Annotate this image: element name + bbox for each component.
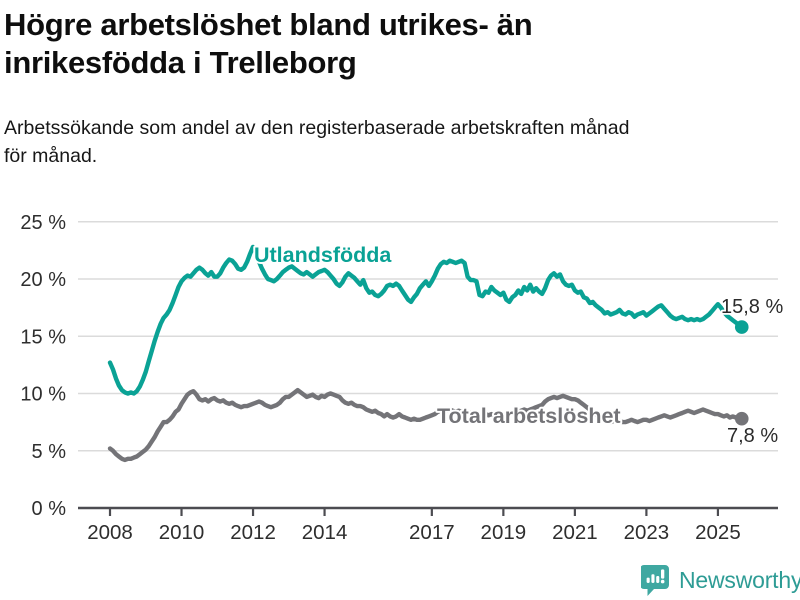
- y-tick-label: 25 %: [20, 212, 66, 234]
- subtitle-line-2: för månad.: [4, 145, 98, 167]
- title-line-1: Högre arbetslöshet bland utrikes- än: [4, 7, 533, 42]
- x-tick-label: 2010: [159, 521, 205, 544]
- end-value-label-utlandsfodda: 15,8 %: [721, 296, 783, 318]
- x-tick-label: 2012: [230, 521, 276, 544]
- y-tick-label: 5 %: [32, 441, 67, 463]
- x-tick-label: 2023: [624, 521, 670, 544]
- series-label-total-arbetsloshet: Total arbetslöshet: [437, 404, 621, 428]
- series-end-dot-utlandsfodda: [734, 320, 749, 334]
- end-value-label-total-arbetsloshet: 7,8 %: [727, 425, 778, 447]
- series-label-utlandsfodda: Utlandsfödda: [254, 243, 392, 267]
- newsworthy-logo-icon: [641, 564, 669, 596]
- x-tick-label: 2014: [302, 521, 348, 544]
- title-line-2: inrikesfödda i Trelleborg: [4, 45, 357, 80]
- x-tick-label: 2017: [409, 521, 455, 544]
- chart-subtitle: Arbetssökande som andel av den registerb…: [4, 114, 784, 170]
- series-line-total-arbetsloshet: [107, 387, 744, 463]
- x-tick-label: 2025: [695, 521, 741, 544]
- page-title: Högre arbetslöshet bland utrikes- än inri…: [4, 6, 724, 82]
- y-tick-label: 15 %: [20, 326, 66, 348]
- line-chart: 0 % 5 % 10 % 15 % 20 % 25 % 2008 2010 2012 2014 20…: [20, 212, 785, 544]
- y-tick-label: 20 %: [20, 269, 66, 291]
- y-tick-label: 10 %: [20, 384, 66, 406]
- subtitle-line-1: Arbetssökande som andel av den registerb…: [4, 117, 630, 139]
- brand-name: Newsworthy: [679, 566, 800, 593]
- brand-footer: Newsworthy: [641, 563, 800, 597]
- x-tick-label: 2019: [481, 521, 527, 544]
- series-line-utlandsfodda: [107, 244, 744, 396]
- x-tick-label: 2021: [552, 521, 598, 544]
- series-end-dot-total-arbetsloshet: [734, 411, 749, 426]
- y-tick-label: 0 %: [32, 498, 67, 520]
- x-tick-label: 2008: [87, 521, 133, 544]
